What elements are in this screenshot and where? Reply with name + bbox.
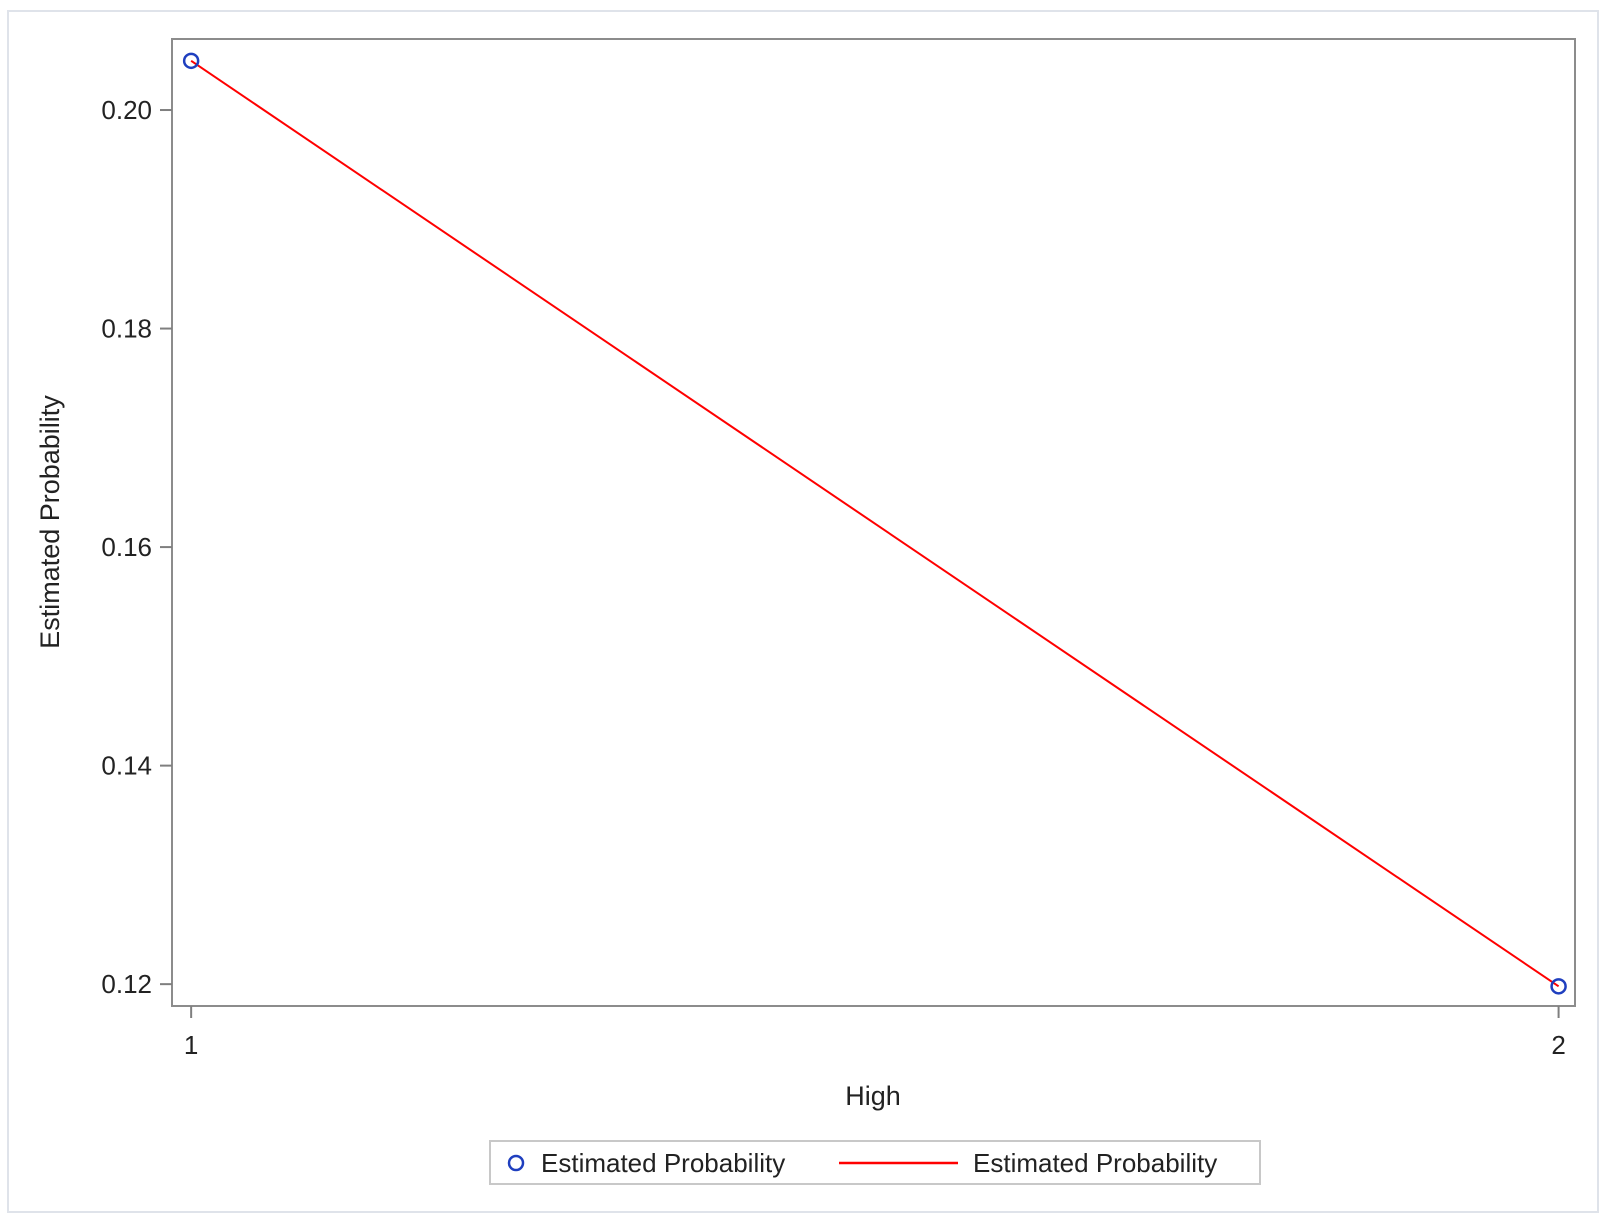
series-layer [182,52,1567,995]
legend-label-markers: Estimated Probability [541,1148,785,1178]
series-line [190,60,1560,988]
x-axis-title: High [845,1081,901,1111]
y-tick-label: 0.18 [101,314,152,344]
y-tick-label: 0.16 [101,532,152,562]
data-point-marker [182,52,200,70]
x-tick-label: 1 [184,1030,198,1060]
y-tick-label: 0.14 [101,751,152,781]
y-tick-label: 0.20 [101,95,152,125]
legend: Estimated Probability Estimated Probabil… [489,1140,1261,1185]
chart-frame [7,10,1599,1213]
y-axis: 0.12 0.14 0.16 0.18 0.20 [101,95,172,999]
legend-label-line: Estimated Probability [973,1148,1217,1178]
y-axis-title: Estimated Probability [35,395,65,649]
legend-marker-symbol [507,1154,525,1172]
y-tick-label: 0.12 [101,969,152,999]
plot-area [171,38,1576,1007]
data-point-marker [1550,978,1567,995]
x-tick-label: 2 [1551,1030,1565,1060]
